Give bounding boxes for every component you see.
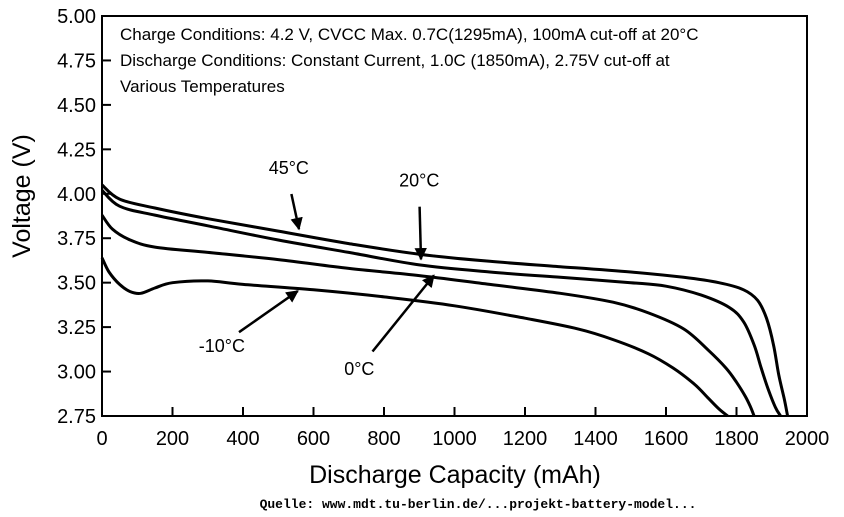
series-line-1: [100, 189, 782, 417]
annotation-discharge-conditions: Discharge Conditions: Constant Current, …: [120, 51, 670, 70]
y-tick-label: 3.00: [57, 362, 96, 384]
x-axis-title: Discharge Capacity (mAh): [309, 461, 601, 489]
annotation-temperatures: Various Temperatures: [120, 77, 285, 96]
curve-label-arrow: [238, 289, 299, 334]
curve-label: -10°C: [199, 336, 245, 356]
y-tick-label: 3.25: [57, 317, 96, 339]
curve-label-arrow: [290, 193, 303, 231]
curve-label-arrow: [371, 274, 435, 353]
curve-label: 0°C: [344, 359, 374, 379]
y-tick-label: 3.50: [57, 273, 96, 295]
y-tick-label: 4.00: [57, 184, 96, 206]
y-axis-title: Voltage (V): [8, 134, 36, 258]
annotation-charge-conditions: Charge Conditions: 4.2 V, CVCC Max. 0.7C…: [120, 25, 698, 44]
x-tick-label: 1000: [432, 428, 477, 450]
x-tick-label: 1400: [573, 428, 618, 450]
y-tick-label: 4.50: [57, 95, 96, 117]
series-line-2: [100, 214, 756, 417]
y-tick-label: 5.00: [57, 6, 96, 28]
y-tick-label: 4.75: [57, 50, 96, 72]
x-tick-label: 2000: [785, 428, 830, 450]
x-tick-label: 200: [156, 428, 189, 450]
x-tick-label: 1600: [644, 428, 689, 450]
x-tick-label: 1800: [714, 428, 759, 450]
series-line-0: [100, 183, 790, 417]
curve-label-arrow: [414, 206, 427, 261]
x-tick-label: 400: [226, 428, 259, 450]
source-credit: Quelle: www.mdt.tu-berlin.de/...projekt-…: [260, 497, 697, 512]
curve-label: 45°C: [269, 158, 309, 178]
x-tick-label: 800: [367, 428, 400, 450]
axis-tick-labels: 0 200 400 600 800 1000 1200 1400 1600 1800 2000 2.7…: [57, 6, 829, 450]
series-line-3: [100, 257, 729, 418]
y-tick-label: 3.75: [57, 228, 96, 250]
y-tick-label: 4.25: [57, 139, 96, 161]
curve-label: 20°C: [399, 171, 439, 191]
x-tick-label: 0: [96, 428, 107, 450]
conditions-annotation: Charge Conditions: 4.2 V, CVCC Max. 0.7C…: [120, 25, 698, 96]
curve-labels: 45°C 20°C 0°C -10°C: [199, 158, 440, 379]
axis-ticks: [101, 15, 808, 417]
plot-frame: [101, 15, 808, 417]
y-tick-label: 2.75: [57, 406, 96, 428]
x-tick-label: 600: [297, 428, 330, 450]
x-tick-label: 1200: [503, 428, 548, 450]
series-lines: [100, 183, 790, 418]
